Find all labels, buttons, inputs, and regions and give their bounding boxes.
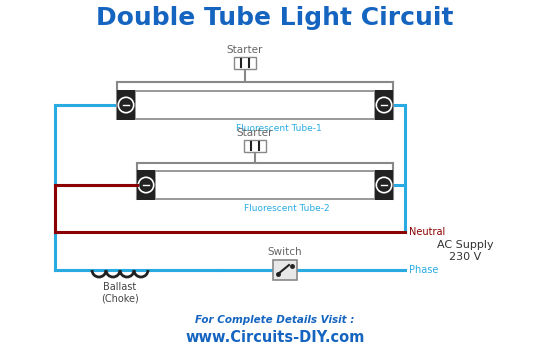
Text: Neutral: Neutral: [409, 227, 446, 237]
Text: Fluorescent Tube-2: Fluorescent Tube-2: [244, 204, 330, 213]
Text: Starter: Starter: [237, 128, 273, 138]
Bar: [273, 260, 297, 280]
Text: Ballast
(Choke): Ballast (Choke): [101, 282, 139, 303]
Text: Starter: Starter: [227, 45, 263, 55]
FancyBboxPatch shape: [234, 57, 256, 69]
Text: AC Supply
230 V: AC Supply 230 V: [437, 240, 493, 262]
Text: www.Circuits-DIY.com: www.Circuits-DIY.com: [185, 329, 365, 345]
Text: For Complete Details Visit :: For Complete Details Visit :: [195, 315, 355, 325]
Bar: [135, 91, 375, 119]
FancyBboxPatch shape: [244, 140, 266, 152]
Bar: [155, 171, 375, 199]
Bar: [117, 90, 135, 120]
Text: Switch: Switch: [268, 247, 302, 257]
Bar: [137, 170, 155, 200]
Text: Fluorescent Tube-1: Fluorescent Tube-1: [236, 124, 322, 133]
Text: Double Tube Light Circuit: Double Tube Light Circuit: [96, 6, 454, 30]
Bar: [375, 90, 393, 120]
Text: Phase: Phase: [409, 265, 438, 275]
Bar: [375, 170, 393, 200]
